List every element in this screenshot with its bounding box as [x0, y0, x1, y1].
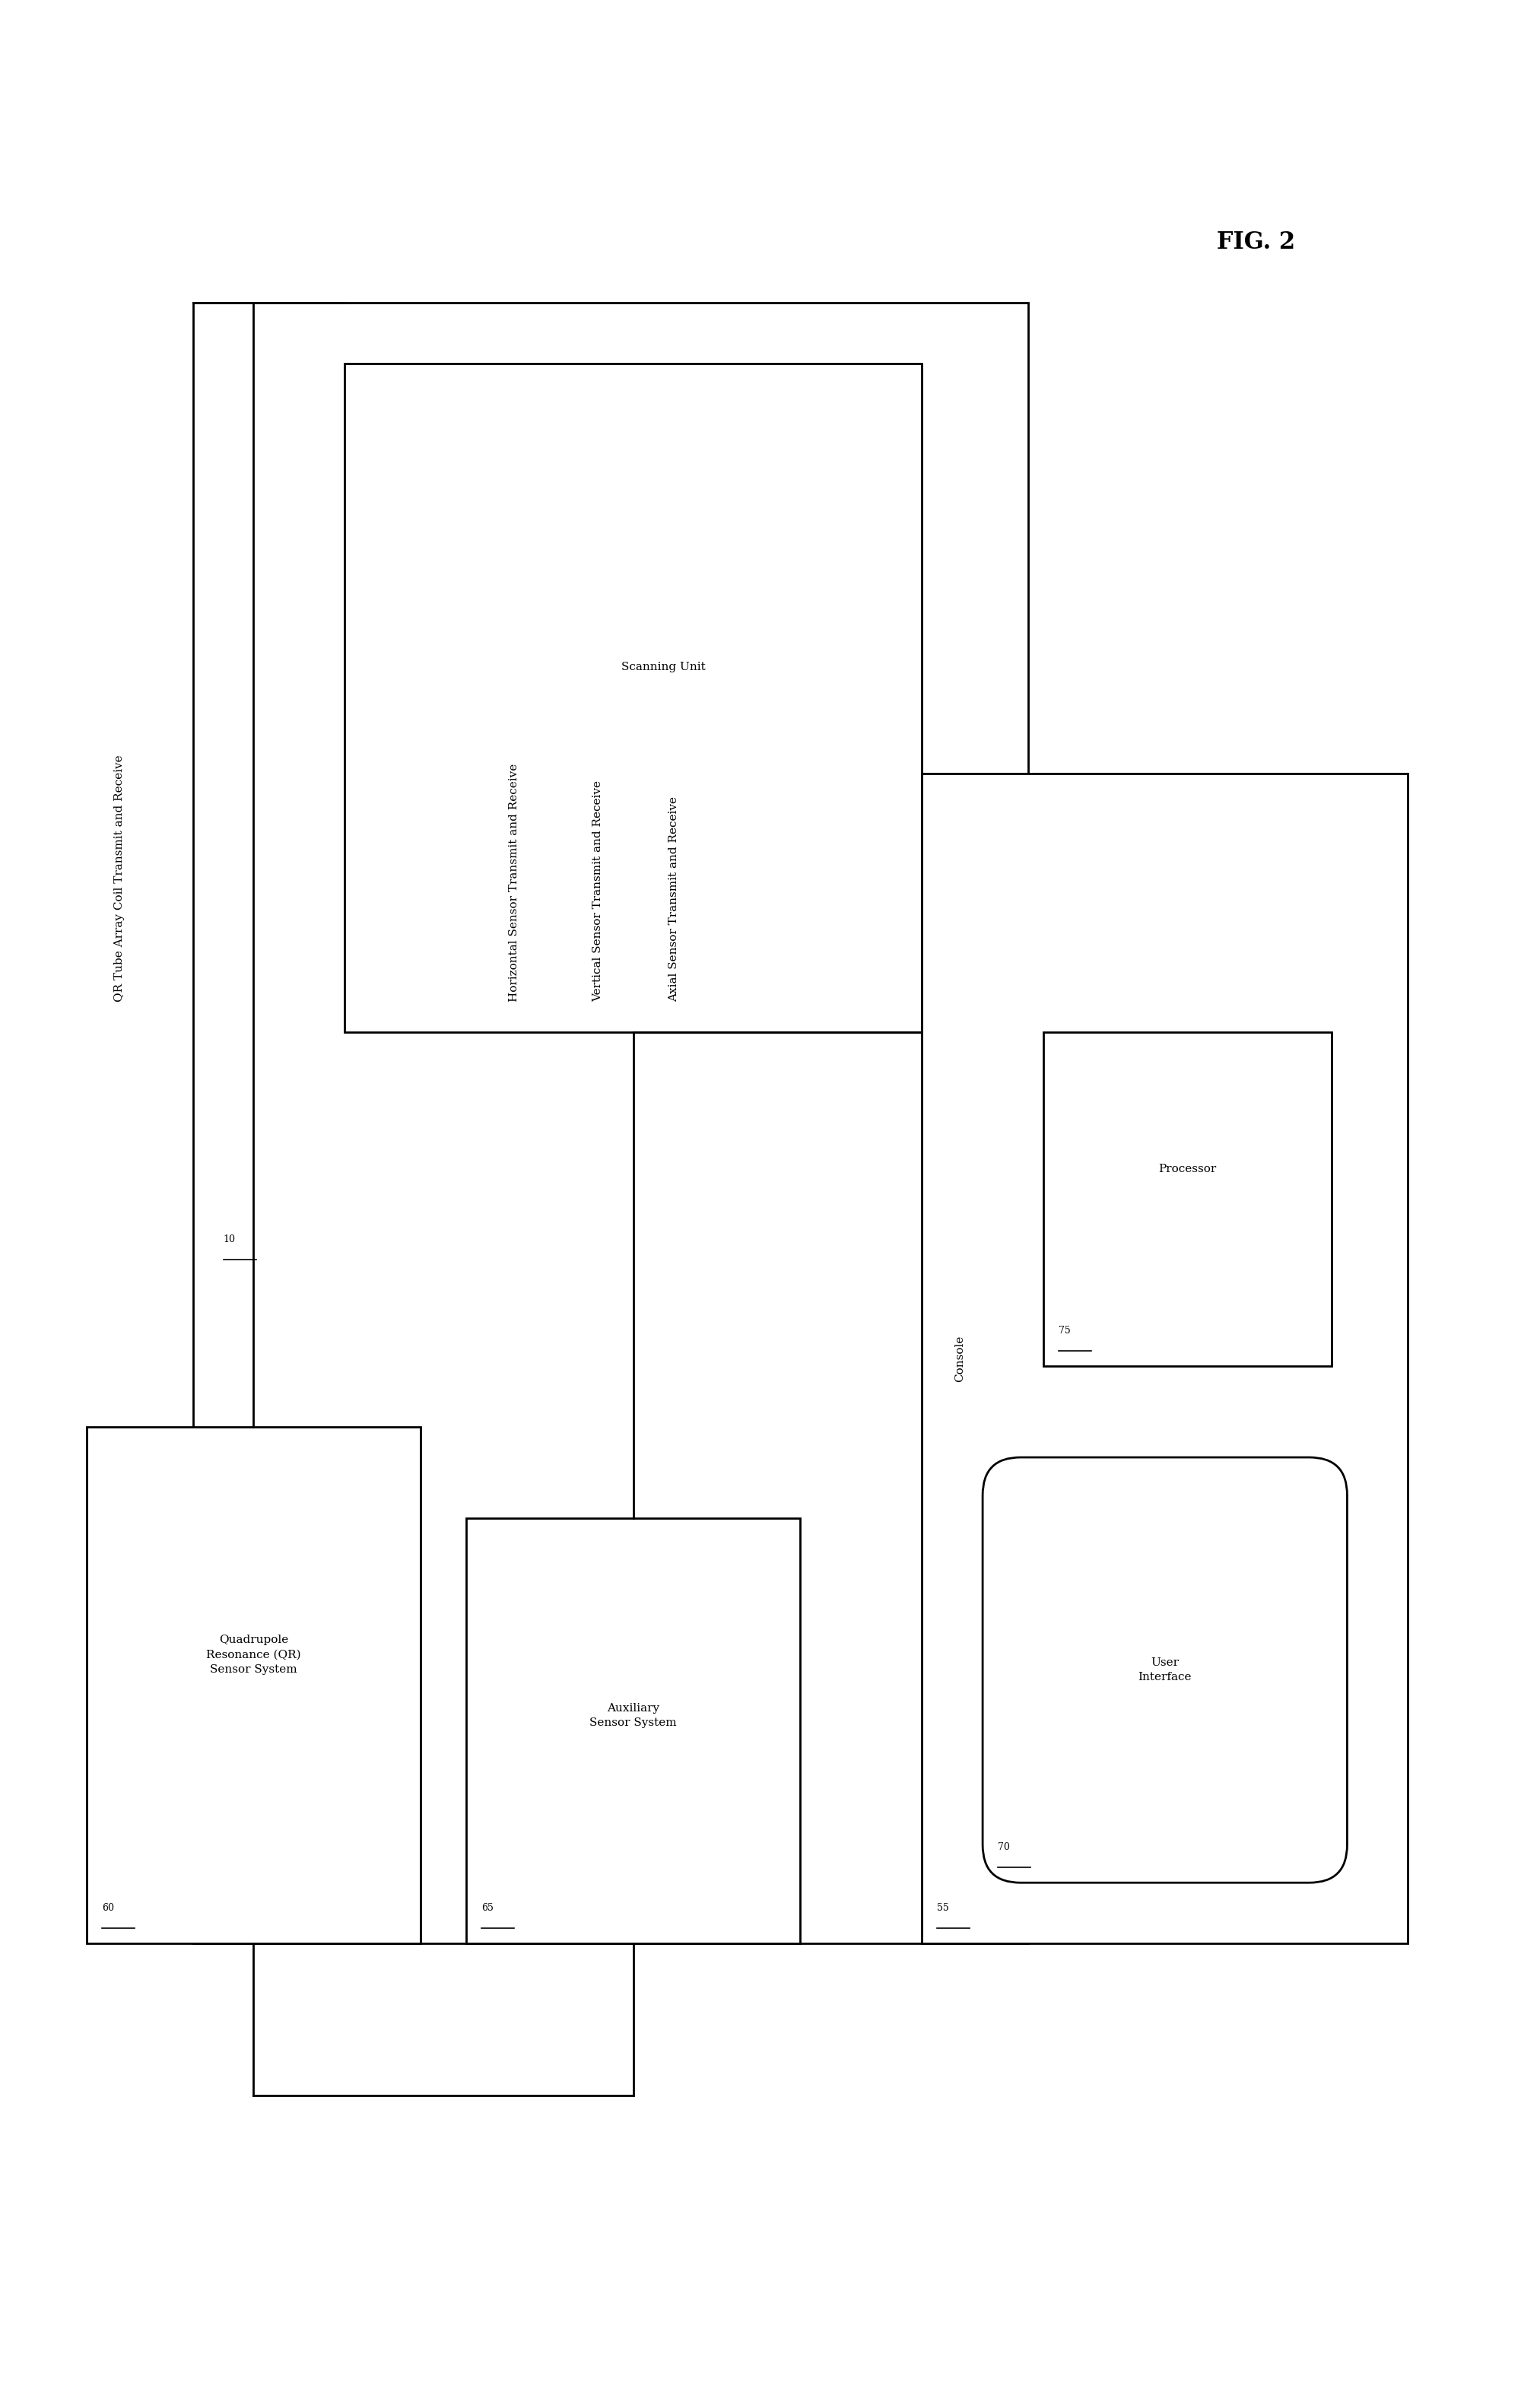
Bar	[467, 1518, 801, 1945]
Text: 75: 75	[1058, 1325, 1070, 1337]
Text: Processor: Processor	[1158, 1163, 1217, 1175]
Text: Auxiliary
Sensor System: Auxiliary Sensor System	[590, 1704, 678, 1728]
Bar	[922, 774, 1408, 1945]
Bar	[86, 1427, 420, 1945]
Text: FIG. 2: FIG. 2	[1217, 231, 1295, 255]
Text: Quadrupole
Resonance (QR)
Sensor System: Quadrupole Resonance (QR) Sensor System	[206, 1635, 300, 1675]
Text: 60: 60	[102, 1904, 114, 1914]
Bar	[192, 303, 1029, 1945]
Bar	[1044, 1032, 1332, 1365]
Text: 65: 65	[482, 1904, 493, 1914]
Text: QR Tube Array Coil Transmit and Receive: QR Tube Array Coil Transmit and Receive	[114, 755, 125, 1001]
FancyBboxPatch shape	[983, 1458, 1348, 1883]
Bar	[345, 365, 922, 1032]
Text: Vertical Sensor Transmit and Receive: Vertical Sensor Transmit and Receive	[593, 779, 604, 1001]
Text: 10: 10	[223, 1234, 236, 1244]
Text: 70: 70	[998, 1842, 1010, 1852]
Text: Horizontal Sensor Transmit and Receive: Horizontal Sensor Transmit and Receive	[508, 763, 519, 1001]
Text: 55: 55	[936, 1904, 949, 1914]
Text: Console: Console	[955, 1334, 966, 1382]
Text: User
Interface: User Interface	[1138, 1656, 1192, 1682]
Text: Scanning Unit: Scanning Unit	[622, 662, 705, 672]
Text: Axial Sensor Transmit and Receive: Axial Sensor Transmit and Receive	[668, 796, 679, 1001]
